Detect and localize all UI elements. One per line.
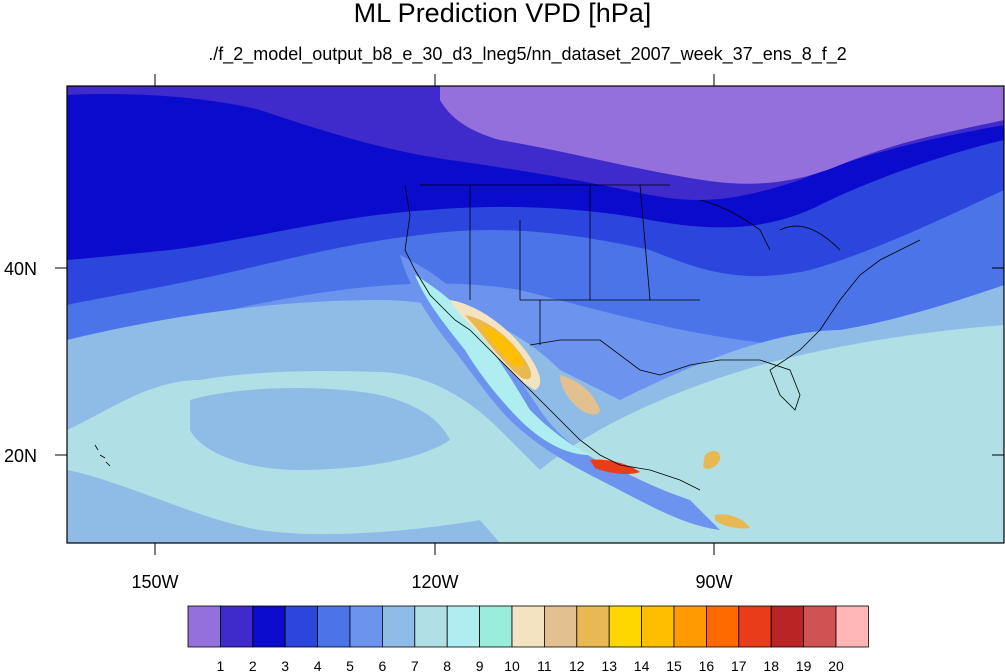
colorbar-swatch <box>706 605 740 648</box>
hawaii-islands <box>94 444 111 467</box>
colorbar-label: 6 <box>379 658 387 672</box>
colorbar-swatch <box>673 605 707 648</box>
colorbar-label: 3 <box>281 658 289 672</box>
colorbar-swatch <box>738 605 772 648</box>
colorbar-swatch <box>608 605 643 648</box>
colorbar-swatch <box>511 605 545 648</box>
colorbar-label: 4 <box>314 658 322 672</box>
colorbar-label: 5 <box>346 658 354 672</box>
gulf-atlantic-coastline <box>529 239 921 411</box>
colorbar-swatch <box>446 605 481 648</box>
colorbar-label: 15 <box>666 658 682 672</box>
coastlines <box>94 184 921 491</box>
field-band-0-1 <box>440 86 1004 184</box>
colorbar-swatch <box>479 605 513 648</box>
colorbar-label: 7 <box>411 658 419 672</box>
colorbar-swatch <box>641 605 675 648</box>
colorbar-label: 13 <box>601 658 617 672</box>
colorbar-swatch <box>219 605 254 648</box>
colorbar: 1 2 3 4 5 6 7 8 9 10 11 12 13 14 15 16 17 18 19 20 <box>187 605 869 672</box>
colorbar-swatch <box>770 605 805 648</box>
field-band-7-8 <box>67 325 1004 543</box>
colorbar-swatch <box>835 605 869 648</box>
x-tick-label-90w: 90W <box>695 572 732 592</box>
colorbar-label: 14 <box>634 658 650 672</box>
colorbar-label: 9 <box>476 658 484 672</box>
state-borders <box>420 184 700 345</box>
field-sw-8-9 <box>415 275 590 455</box>
great-lakes <box>699 199 841 251</box>
field-mexico-11-12 <box>560 375 600 415</box>
colorbar-swatch <box>576 605 610 648</box>
colorbar-swatch <box>187 605 221 648</box>
colorbar-swatch <box>252 605 286 648</box>
colorbar-label: 11 <box>537 658 552 672</box>
field-sw-14-15 <box>480 325 523 368</box>
x-tick-label-150w: 150W <box>131 572 178 592</box>
chart-title: ML Prediction VPD [hPa] <box>353 0 652 28</box>
vpd-field <box>67 86 1004 543</box>
field-pocket-6-7 <box>190 388 450 470</box>
colorbar-label: 2 <box>249 658 257 672</box>
y-tick-label-40n: 40N <box>4 259 37 279</box>
colorbar-label: 1 <box>217 658 225 672</box>
colorbar-label: 17 <box>731 658 747 672</box>
field-central-america-12-13 <box>715 514 750 529</box>
pacific-coastline <box>404 184 701 491</box>
chart-subtitle: ./f_2_model_output_b8_e_30_d3_lneg5/nn_d… <box>208 44 847 64</box>
colorbar-swatch <box>381 605 416 648</box>
colorbar-swatch <box>544 605 578 648</box>
colorbar-label: 8 <box>443 658 451 672</box>
colorbar-label: 12 <box>569 658 585 672</box>
colorbar-label: 19 <box>796 658 812 672</box>
colorbar-swatch <box>349 605 383 648</box>
field-mexico-17-18 <box>590 459 640 475</box>
colorbar-label: 16 <box>699 658 715 672</box>
colorbar-label: 18 <box>763 658 779 672</box>
colorbar-swatch <box>317 605 351 648</box>
map-frame <box>66 85 1005 544</box>
axis-ticks <box>55 74 1004 555</box>
colorbar-swatch <box>414 605 448 648</box>
x-tick-label-120w: 120W <box>411 572 458 592</box>
field-band-south-6-7 <box>67 470 500 543</box>
colorbar-swatch <box>284 605 319 648</box>
field-mexico-east-12-13 <box>703 450 721 469</box>
y-tick-label-20n: 20N <box>4 446 37 466</box>
colorbar-label: 10 <box>504 658 520 672</box>
colorbar-label: 20 <box>828 658 844 672</box>
colorbar-swatch <box>803 605 837 648</box>
